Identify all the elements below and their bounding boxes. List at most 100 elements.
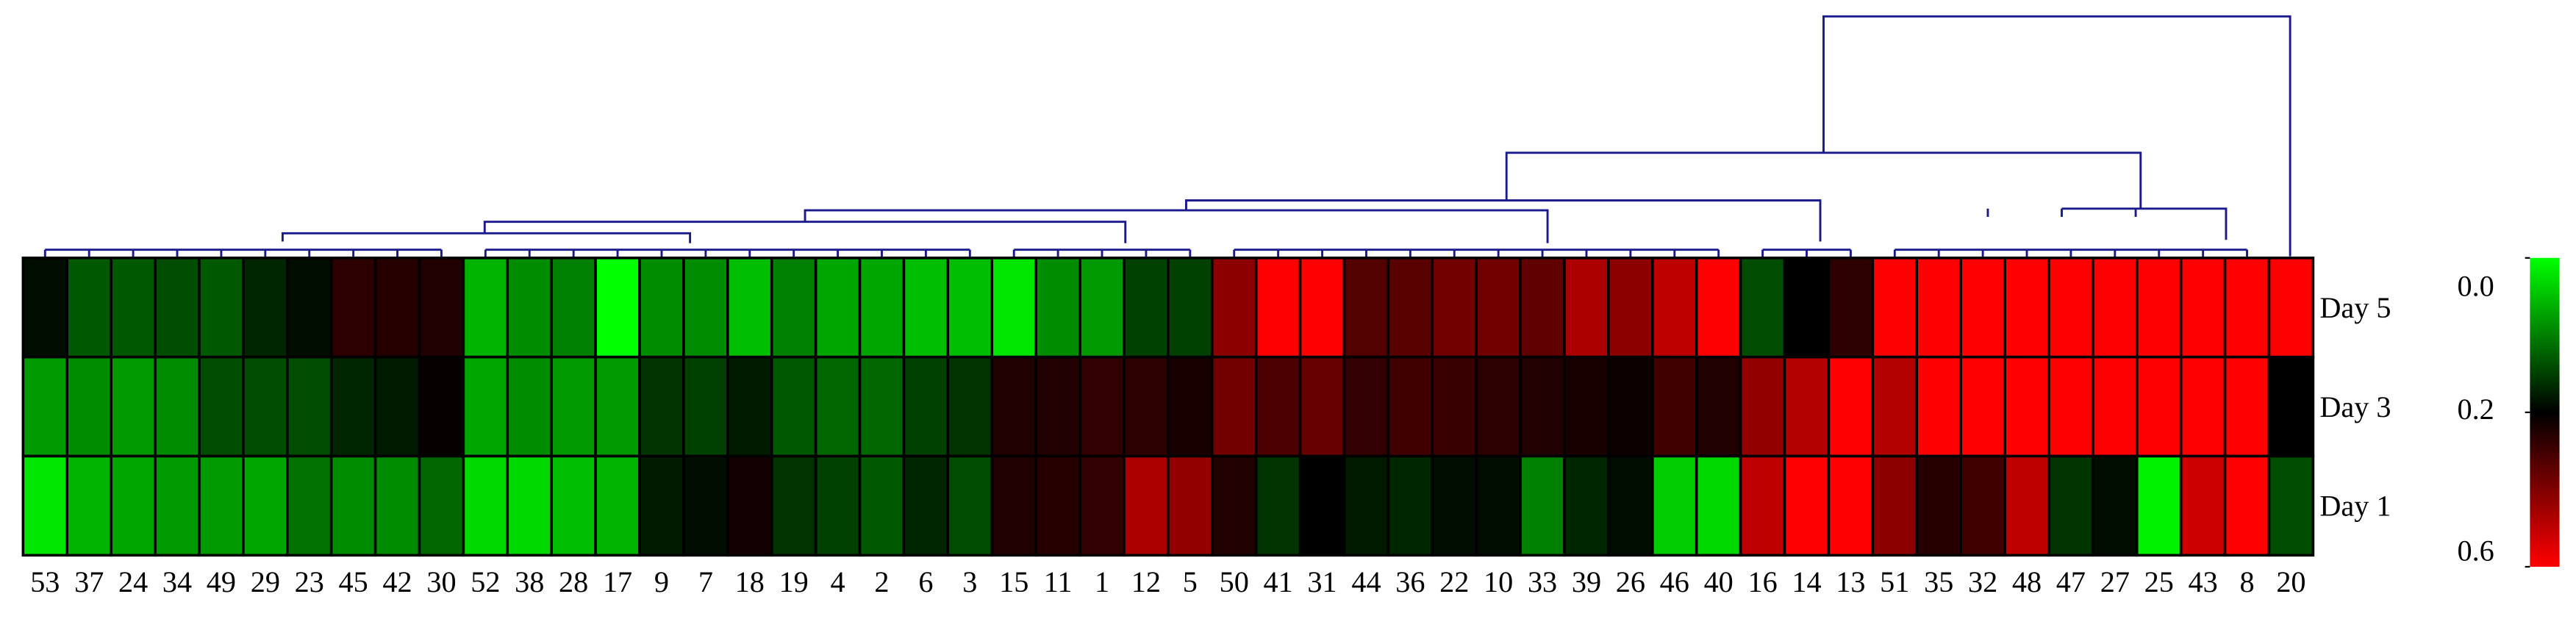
column-label: 8 bbox=[2239, 565, 2254, 598]
heatmap-cell bbox=[110, 454, 157, 557]
heatmap-cell bbox=[329, 355, 377, 458]
heatmap-cell bbox=[418, 355, 465, 458]
heatmap-cell bbox=[198, 454, 245, 557]
column-label: 14 bbox=[1792, 565, 1821, 598]
heatmap-cell bbox=[1034, 454, 1081, 557]
heatmap-cell bbox=[2092, 454, 2139, 557]
heatmap-cell bbox=[1607, 355, 1654, 458]
colorbar bbox=[2530, 257, 2560, 567]
heatmap-cell bbox=[682, 355, 729, 458]
column-label: 18 bbox=[735, 565, 765, 598]
column-label: 23 bbox=[295, 565, 324, 598]
heatmap-cell bbox=[594, 454, 641, 557]
heatmap-cell bbox=[2003, 355, 2050, 458]
column-label: 45 bbox=[339, 565, 368, 598]
heatmap-cell bbox=[946, 257, 994, 359]
heatmap-cell bbox=[990, 355, 1037, 458]
heatmap-cell bbox=[242, 355, 289, 458]
heatmap-cell bbox=[594, 355, 641, 458]
heatmap-cell bbox=[550, 355, 597, 458]
heatmap-cell bbox=[1783, 454, 1831, 557]
row-label: Day 1 bbox=[2319, 490, 2391, 523]
heatmap-cell bbox=[1563, 355, 1610, 458]
heatmap-cell bbox=[638, 454, 685, 557]
column-label: 16 bbox=[1747, 565, 1777, 598]
heatmap-cell bbox=[1254, 355, 1302, 458]
column-label: 53 bbox=[30, 565, 60, 598]
heatmap-cell bbox=[198, 355, 245, 458]
column-label: 22 bbox=[1439, 565, 1469, 598]
row-label: Day 5 bbox=[2319, 291, 2391, 324]
heatmap-cell bbox=[902, 355, 950, 458]
heatmap-cell bbox=[1298, 257, 1346, 359]
column-label: 52 bbox=[471, 565, 500, 598]
column-label: 33 bbox=[1528, 565, 1557, 598]
column-label: 51 bbox=[1880, 565, 1909, 598]
column-label: 49 bbox=[207, 565, 236, 598]
heatmap-cell bbox=[2267, 454, 2315, 557]
heatmap-cell bbox=[1034, 355, 1081, 458]
heatmap-cell bbox=[1210, 355, 1258, 458]
heatmap-cell bbox=[65, 257, 112, 359]
heatmap-cell bbox=[506, 454, 553, 557]
heatmap-cell bbox=[1342, 257, 1390, 359]
heatmap-cell bbox=[418, 257, 465, 359]
heatmap-cell bbox=[946, 355, 994, 458]
heatmap-cell bbox=[506, 257, 553, 359]
heatmap-cell bbox=[1695, 355, 1742, 458]
heatmap-cell bbox=[1651, 454, 1698, 557]
heatmap-cell bbox=[1431, 355, 1478, 458]
column-label: 43 bbox=[2189, 565, 2218, 598]
column-label: 31 bbox=[1307, 565, 1337, 598]
column-label: 36 bbox=[1395, 565, 1425, 598]
heatmap-cell bbox=[1167, 355, 1214, 458]
heatmap-cell bbox=[1475, 355, 1522, 458]
heatmap-cell bbox=[462, 355, 509, 458]
heatmap-cell bbox=[285, 257, 333, 359]
heatmap-cell bbox=[242, 454, 289, 557]
heatmap-cell bbox=[1475, 454, 1522, 557]
heatmap-cell bbox=[1563, 257, 1610, 359]
column-label: 35 bbox=[1924, 565, 1953, 598]
heatmap-cell bbox=[726, 355, 773, 458]
heatmap-cell bbox=[902, 257, 950, 359]
heatmap-cell bbox=[198, 257, 245, 359]
heatmap-cell bbox=[1431, 257, 1478, 359]
heatmap-cell bbox=[1871, 355, 1919, 458]
heatmap-cell bbox=[2135, 257, 2183, 359]
heatmap-cell bbox=[110, 257, 157, 359]
heatmap-cell bbox=[2003, 454, 2050, 557]
column-label: 42 bbox=[382, 565, 412, 598]
row-label: Day 3 bbox=[2319, 390, 2391, 423]
column-label: 41 bbox=[1264, 565, 1293, 598]
heatmap-cell bbox=[1078, 355, 1126, 458]
heatmap-cell bbox=[1783, 355, 1831, 458]
heatmap-cell bbox=[373, 454, 421, 557]
heatmap-cell bbox=[154, 454, 201, 557]
heatmap-cell bbox=[638, 355, 685, 458]
heatmap-cell bbox=[154, 355, 201, 458]
colorbar-tick-label: 0.2 bbox=[2457, 393, 2494, 426]
heatmap-cell bbox=[2047, 257, 2094, 359]
heatmap-cell bbox=[682, 454, 729, 557]
heatmap-cell bbox=[373, 355, 421, 458]
heatmap-cell bbox=[1827, 257, 1875, 359]
heatmap-cell bbox=[1651, 257, 1698, 359]
heatmap-cell bbox=[2267, 355, 2315, 458]
heatmap-cell bbox=[2047, 454, 2094, 557]
column-label: 17 bbox=[603, 565, 632, 598]
column-label: 4 bbox=[831, 565, 845, 598]
heatmap-cell bbox=[1915, 454, 1962, 557]
column-label: 3 bbox=[962, 565, 977, 598]
heatmap-cell bbox=[1871, 257, 1919, 359]
heatmap-cell bbox=[858, 355, 906, 458]
heatmap-cell bbox=[21, 257, 69, 359]
column-label: 15 bbox=[999, 565, 1028, 598]
heatmap-cell bbox=[1123, 257, 1170, 359]
column-label: 27 bbox=[2100, 565, 2130, 598]
heatmap-cell bbox=[1078, 257, 1126, 359]
heatmap-cell bbox=[418, 454, 465, 557]
heatmap-cell bbox=[1387, 355, 1434, 458]
